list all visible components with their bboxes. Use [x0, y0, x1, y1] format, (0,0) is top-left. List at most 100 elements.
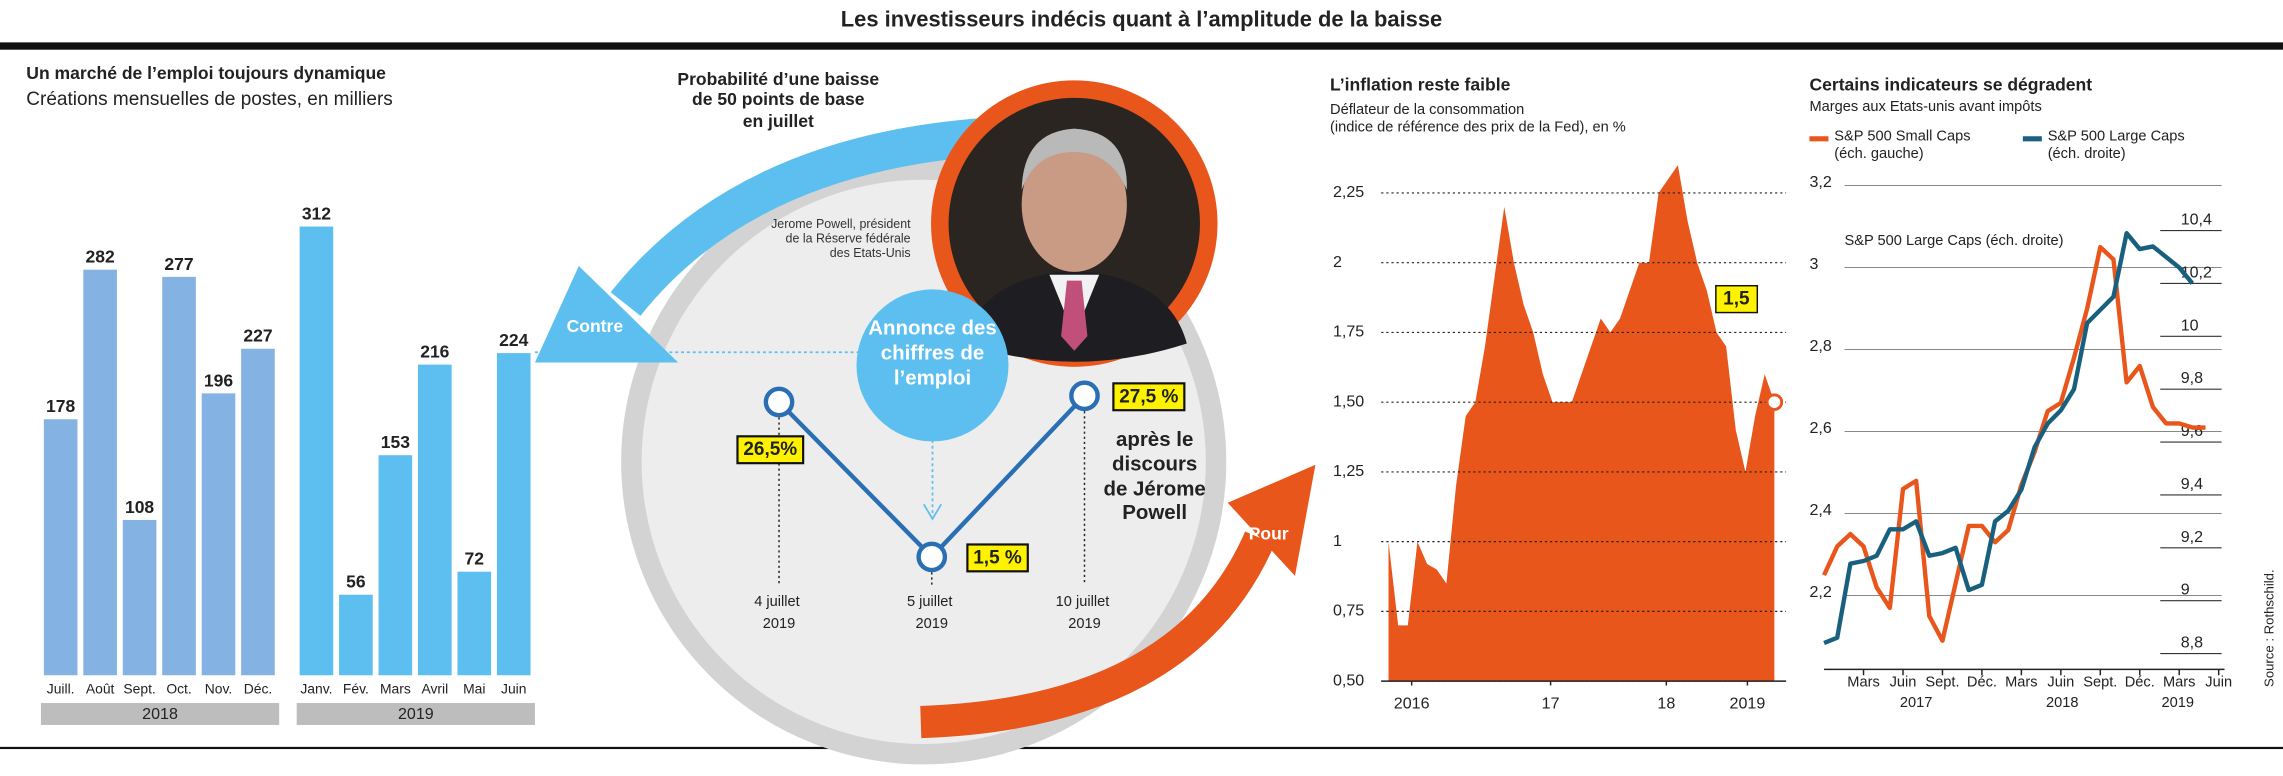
- y2-tick-label: 9,4: [2181, 475, 2203, 493]
- value-label: 26,5%: [743, 439, 797, 460]
- x-tick-label-line: 5 juillet: [907, 594, 957, 610]
- bar: [162, 276, 196, 676]
- x-tick-label-line: 2019: [1068, 616, 1101, 632]
- line: [1822, 244, 2206, 643]
- y-tick-label: 1: [1333, 532, 1342, 550]
- x-tick-label: Janv.: [300, 681, 332, 697]
- bar: [201, 393, 236, 676]
- y-tick-label: 2,25: [1333, 183, 1364, 201]
- x-tick-label-line: 4 juillet: [754, 594, 804, 610]
- end-marker: [1765, 393, 1784, 411]
- label-bg: [736, 435, 805, 465]
- x-tick-label: Nov.: [205, 681, 232, 697]
- y2-tick-label: 10,4: [2181, 211, 2212, 229]
- value-label: 72: [465, 549, 485, 569]
- bar: [457, 571, 492, 676]
- x-tick-label: Avril: [421, 681, 448, 697]
- value-label: 153: [381, 432, 410, 452]
- value-label: 227: [243, 326, 272, 346]
- x-tick-label: Fév.: [343, 681, 369, 697]
- y-tick-label: 2,2: [1809, 583, 1831, 601]
- value-label: 282: [86, 247, 115, 267]
- year-label: 2019: [2162, 695, 2195, 711]
- y-tick-label: 2,4: [1809, 501, 1831, 519]
- bar: [339, 594, 373, 676]
- x-tick-label-line: 2019: [916, 616, 949, 632]
- value-label-box: 1,5 %: [966, 543, 1029, 573]
- bar: [122, 519, 157, 676]
- y2-tick-label: 8,8: [2181, 634, 2203, 652]
- x-tick-label: 18: [1657, 695, 1675, 713]
- value-label-box: 27,5 %: [1112, 382, 1186, 412]
- x-tick-label: Déc.: [2125, 674, 2155, 690]
- x-tick-label: Mars: [2163, 674, 2195, 690]
- value-label: 277: [164, 254, 193, 274]
- value-label: 27,5 %: [1119, 386, 1178, 407]
- x-tick-label: 2019: [1730, 695, 1766, 713]
- x-tick-label: Juin: [1890, 674, 1917, 690]
- x-tick-label: Mars: [2005, 674, 2037, 690]
- bar: [496, 353, 531, 676]
- bar: [299, 226, 334, 676]
- bar: [418, 364, 452, 676]
- x-tick-label: Mars: [380, 681, 411, 697]
- x-tick-label: Juin: [501, 681, 526, 697]
- y-tick-label: 1,50: [1333, 392, 1364, 410]
- x-tick-label: Oct.: [166, 681, 191, 697]
- x-tick-label: 2016: [1394, 695, 1430, 713]
- year-label: 2017: [1900, 695, 1933, 711]
- for-arrow-head: [1227, 464, 1316, 576]
- x-tick-label: Août: [86, 681, 115, 697]
- y-tick-label: 2,6: [1809, 419, 1831, 437]
- y-tick-label: 3,2: [1809, 173, 1831, 191]
- y-tick-label: 3: [1809, 255, 1818, 273]
- x-tick-label: 17: [1542, 695, 1560, 713]
- x-tick-label: 5 juillet 2019: [907, 594, 957, 632]
- event-label: Annonce des chiffres de l’emploi: [868, 315, 997, 389]
- x-tick-label: Sept.: [123, 681, 155, 697]
- x-tick-label: Déc.: [244, 681, 273, 697]
- chart-title: L’inflation reste faible: [1330, 74, 1511, 96]
- point: [916, 541, 948, 573]
- x-tick-label-line: 2019: [763, 616, 796, 632]
- area: [1388, 165, 1775, 682]
- label-bg: [966, 543, 1029, 573]
- photo-caption: Jerome Powell, président de la Réserve f…: [771, 216, 911, 261]
- chart-title: Certains indicateurs se dégradent: [1809, 74, 2093, 96]
- for-label: Pour: [1249, 524, 1289, 544]
- inline-label: S&P 500 Large Caps (éch. droite): [1845, 233, 2064, 249]
- x-tick-label: 10 juillet 2019: [1056, 594, 1114, 632]
- y-tick-label: 1,25: [1333, 462, 1364, 480]
- against-label: Contre: [567, 316, 624, 336]
- after-label: après le discours de Jérome Powell: [1103, 426, 1206, 524]
- chart-title: Un marché de l’emploi toujours dynamique: [26, 62, 386, 84]
- point: [763, 386, 795, 418]
- against-arrow-head: [534, 266, 679, 363]
- x-tick-label: Déc.: [1967, 674, 1997, 690]
- value-label: 178: [46, 396, 75, 416]
- bottom-rule: [0, 746, 2283, 750]
- group-band: [40, 703, 280, 725]
- y2-tick-label: 9,8: [2181, 369, 2203, 387]
- top-rule: [0, 42, 2283, 50]
- legend-label: S&P 500 Small Caps (éch. gauche): [1834, 128, 1971, 163]
- source: Source : Rothschild.: [2261, 569, 2276, 687]
- chart-subtitle: Déflateur de la consommation (indice de …: [1330, 102, 1626, 136]
- year-label: 2018: [2046, 695, 2079, 711]
- y2-tick-label: 9,2: [2181, 528, 2203, 546]
- bar: [378, 455, 413, 676]
- group-band: [296, 703, 535, 725]
- bar: [241, 348, 275, 676]
- page-title: Les investisseurs indécis quant à l’ampl…: [841, 6, 1442, 31]
- y-tick-label: 2,8: [1809, 337, 1831, 355]
- x-tick-label: 4 juillet 2019: [754, 594, 804, 632]
- value-label-box: 26,5%: [736, 435, 805, 465]
- label-bg: [1715, 284, 1759, 314]
- end-label: 1,5: [1723, 289, 1750, 310]
- x-tick-label: Sept.: [1925, 674, 1959, 690]
- chart-subtitle: Créations mensuelles de postes, en milli…: [26, 87, 393, 110]
- value-label: 108: [125, 497, 154, 517]
- group-label: 2018: [142, 705, 178, 723]
